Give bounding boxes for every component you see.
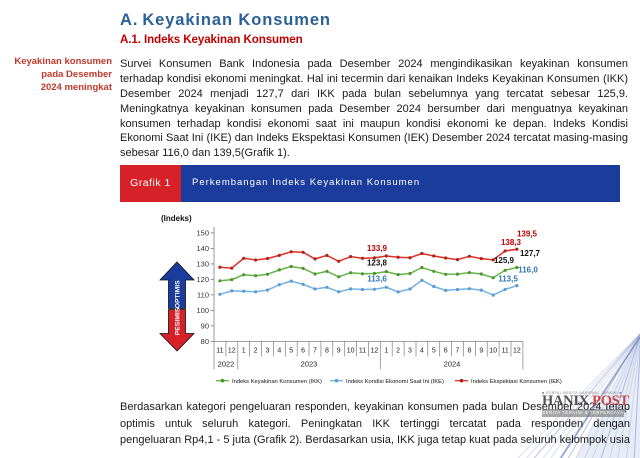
svg-text:130: 130 xyxy=(196,260,209,269)
svg-text:2: 2 xyxy=(396,348,400,355)
svg-text:6: 6 xyxy=(444,348,448,355)
svg-text:3: 3 xyxy=(266,348,270,355)
svg-text:80: 80 xyxy=(201,337,209,346)
svg-text:7: 7 xyxy=(313,348,317,355)
svg-text:150: 150 xyxy=(196,229,209,238)
svg-text:OPTIMIS: OPTIMIS xyxy=(174,280,181,308)
svg-text:Indeks Kondisi Ekonomi Saat In: Indeks Kondisi Ekonomi Saat Ini (IKE) xyxy=(346,379,444,385)
svg-text:11: 11 xyxy=(501,348,508,355)
svg-text:5: 5 xyxy=(289,348,293,355)
svg-text:138,3: 138,3 xyxy=(501,238,522,247)
svg-text:2024: 2024 xyxy=(444,360,461,369)
svg-text:123,8: 123,8 xyxy=(367,259,388,268)
svg-text:110: 110 xyxy=(197,291,209,300)
svg-text:8: 8 xyxy=(325,348,329,355)
svg-text:113,6: 113,6 xyxy=(367,274,387,283)
svg-text:2022: 2022 xyxy=(218,360,235,369)
svg-text:12: 12 xyxy=(371,348,379,355)
svg-text:100: 100 xyxy=(196,306,209,315)
svg-text:6: 6 xyxy=(301,348,305,355)
svg-text:4: 4 xyxy=(277,348,281,355)
svg-text:PESIMIS: PESIMIS xyxy=(174,307,181,335)
svg-text:(Indeks): (Indeks) xyxy=(161,214,192,223)
svg-text:7: 7 xyxy=(456,348,460,355)
svg-text:4: 4 xyxy=(420,348,424,355)
svg-text:140: 140 xyxy=(196,244,209,253)
svg-text:10: 10 xyxy=(489,348,497,355)
svg-text:113,5: 113,5 xyxy=(498,274,518,283)
svg-text:127,7: 127,7 xyxy=(520,249,541,258)
svg-text:116,0: 116,0 xyxy=(518,265,538,274)
svg-text:2: 2 xyxy=(254,348,258,355)
svg-text:Indeks Keyakinan Konsumen (IKK: Indeks Keyakinan Konsumen (IKK) xyxy=(232,379,322,385)
svg-text:12: 12 xyxy=(513,348,521,355)
svg-text:9: 9 xyxy=(337,348,341,355)
svg-text:1: 1 xyxy=(242,348,246,355)
svg-text:90: 90 xyxy=(201,322,209,331)
svg-text:9: 9 xyxy=(479,348,483,355)
svg-text:8: 8 xyxy=(467,348,471,355)
svg-text:125,9: 125,9 xyxy=(494,256,515,265)
svg-text:3: 3 xyxy=(408,348,412,355)
svg-text:10: 10 xyxy=(347,348,355,355)
svg-text:12: 12 xyxy=(228,348,236,355)
svg-text:5: 5 xyxy=(432,348,436,355)
svg-text:11: 11 xyxy=(359,348,366,355)
svg-text:Indeks Ekspektasi Konsumen (IE: Indeks Ekspektasi Konsumen (IEK) xyxy=(471,379,562,385)
svg-text:133,9: 133,9 xyxy=(367,244,388,253)
svg-text:139,5: 139,5 xyxy=(517,230,538,239)
svg-text:120: 120 xyxy=(196,275,209,284)
svg-text:11: 11 xyxy=(216,348,223,355)
svg-text:1: 1 xyxy=(384,348,388,355)
svg-text:2023: 2023 xyxy=(301,360,318,369)
